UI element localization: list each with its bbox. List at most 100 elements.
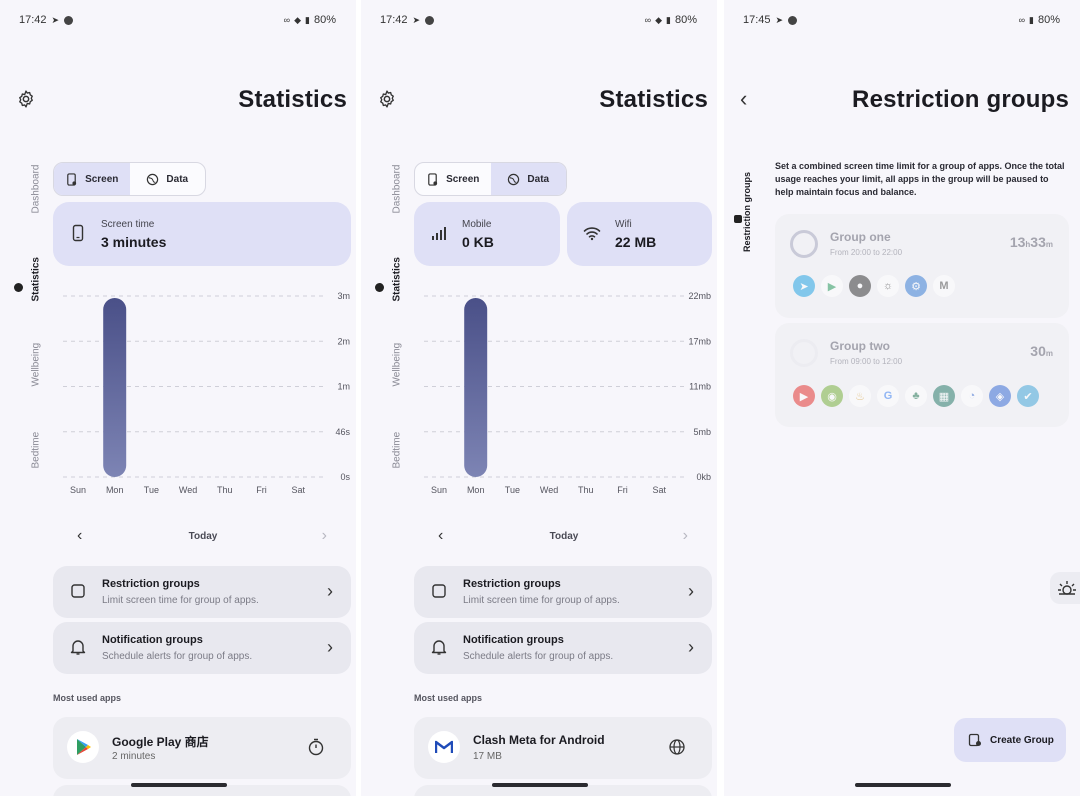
screen-tab-label: Screen (85, 173, 119, 185)
rail-item-statistics[interactable]: Statistics (391, 257, 403, 302)
most-used-app-item[interactable]: Google Play 商店 2 minutes (53, 717, 351, 779)
food-icon: ♨ (849, 385, 871, 407)
side-navigation-rail: Dashboard Statistics Wellbeing Bedtime (14, 164, 50, 480)
battery-icon: ▮ (666, 15, 671, 25)
map-icon: ▦ (933, 385, 955, 407)
phone-outline-icon (432, 584, 446, 598)
chevron-right-icon: › (688, 581, 694, 601)
view-toggle: Screen Data (414, 162, 567, 196)
y-tick-label: 0kb (696, 472, 711, 482)
checkmark-icon: ✔ (1017, 385, 1039, 407)
group-app-icons: ➤ ▶ ● ☼ ⚙ M (793, 275, 955, 297)
group-card[interactable]: Group two From 09:00 to 12:00 30m ▶ ◉ ♨ … (775, 323, 1069, 427)
phone-outline-icon (71, 584, 85, 598)
app-name: Google Play 商店 (112, 735, 209, 749)
x-tick-label: Mon (106, 485, 124, 495)
bell-icon (70, 640, 86, 655)
x-tick-label: Tue (144, 485, 159, 495)
timer-icon[interactable] (307, 738, 325, 756)
y-tick-label: 2m (337, 336, 350, 346)
previous-day-chevron-icon[interactable]: ‹ (438, 527, 444, 544)
y-tick-label: 1m (337, 382, 350, 392)
x-tick-label: Wed (179, 485, 197, 495)
menu-title: Restriction groups (463, 578, 561, 590)
notification-groups-button[interactable]: Notification groups Schedule alerts for … (414, 622, 712, 674)
group-name: Group one (830, 230, 891, 244)
link-icon: ∞ (1018, 15, 1026, 25)
previous-day-chevron-icon[interactable]: ‹ (77, 527, 83, 544)
phone-icon (72, 224, 84, 242)
restriction-groups-panel: 17:45 ➤ ∞ ▮ 80% ‹ Restriction groups Restri… (724, 0, 1080, 796)
x-tick-label: Fri (617, 485, 628, 495)
settings-gear-icon[interactable] (16, 89, 36, 109)
data-tab[interactable]: Data (490, 163, 566, 195)
app-name: Clash Meta for Android (473, 733, 605, 747)
google-play-icon: ▶ (821, 275, 843, 297)
screen-tab[interactable]: Screen (415, 163, 491, 195)
screen-tab[interactable]: Screen (54, 163, 130, 195)
sunrise-icon: ☼ (877, 275, 899, 297)
group-card[interactable]: Group one From 20:00 to 22:00 13h33m ➤ ▶… (775, 214, 1069, 318)
app-usage: 2 minutes (112, 751, 156, 762)
next-day-chevron-icon[interactable]: › (321, 527, 327, 544)
rail-item-dashboard[interactable]: Dashboard (391, 164, 403, 214)
home-indicator (131, 783, 227, 787)
wifi-value: 22 MB (615, 234, 657, 250)
create-group-button[interactable]: Create Group (954, 718, 1066, 762)
telegram-icon: ➤ (793, 275, 815, 297)
clock: 17:42 (19, 14, 47, 26)
most-used-app-item[interactable]: Clash Meta for Android 17 MB (414, 717, 712, 779)
list-item (414, 785, 712, 796)
rail-active-indicator (734, 215, 742, 223)
bar-mon[interactable] (103, 298, 127, 477)
date-label: Today (549, 531, 579, 542)
rail-item-bedtime[interactable]: Bedtime (30, 431, 42, 469)
rail-item-statistics[interactable]: Statistics (30, 257, 42, 302)
notification-icon (64, 15, 74, 25)
telegram-icon: ➤ (775, 15, 784, 25)
sunrise-icon[interactable] (1050, 572, 1080, 604)
menu-subtitle: Schedule alerts for group of apps. (463, 651, 614, 662)
back-arrow-icon[interactable]: ‹ (740, 86, 748, 111)
x-tick-label: Sun (431, 485, 447, 495)
cellular-signal-icon (432, 227, 446, 240)
data-tab[interactable]: Data (130, 163, 206, 195)
settings-icon: ⚙ (905, 275, 927, 297)
notification-groups-button[interactable]: Notification groups Schedule alerts for … (53, 622, 351, 674)
y-tick-label: 17mb (688, 336, 711, 346)
screen-tab-label: Screen (446, 173, 480, 185)
most-used-apps-heading: Most used apps (53, 693, 122, 703)
next-day-chevron-icon[interactable]: › (682, 527, 688, 544)
data-tab-label: Data (166, 173, 189, 185)
date-navigator: ‹ Today › (53, 527, 353, 547)
settings-gear-icon[interactable] (377, 89, 397, 109)
group-schedule: From 09:00 to 12:00 (830, 357, 903, 366)
usage-ring (790, 339, 818, 367)
phone-icon (428, 172, 438, 186)
gmail-icon (428, 731, 460, 763)
globe-icon (147, 173, 159, 185)
bar-mon[interactable] (464, 298, 488, 477)
x-tick-label: Mon (467, 485, 485, 495)
x-tick-label: Thu (217, 485, 233, 495)
rail-item-wellbeing[interactable]: Wellbeing (30, 342, 42, 387)
x-tick-label: Sun (70, 485, 86, 495)
rail-item-wellbeing[interactable]: Wellbeing (391, 342, 403, 387)
menu-title: Notification groups (463, 634, 564, 646)
mobile-label: Mobile (462, 219, 492, 230)
home-indicator (855, 783, 951, 787)
rail-item-bedtime[interactable]: Bedtime (391, 431, 403, 469)
globe-icon[interactable] (668, 738, 686, 756)
statistics-data-panel: 17:42 ➤ ∞ ◆ ▮ 80% Statistics Dashboard Stati… (361, 0, 717, 796)
restriction-groups-button[interactable]: Restriction groups Limit screen time for… (414, 566, 712, 618)
page-title: Statistics (238, 86, 347, 113)
add-phone-icon (968, 733, 981, 747)
gmail-icon: M (933, 275, 955, 297)
restriction-groups-button[interactable]: Restriction groups Limit screen time for… (53, 566, 351, 618)
rail-item-restriction-groups[interactable]: Restriction groups (742, 171, 752, 252)
rail-item-dashboard[interactable]: Dashboard (30, 164, 42, 214)
mobile-data-card: Mobile 0 KB (414, 202, 560, 266)
x-tick-label: Wed (540, 485, 558, 495)
link-icon: ∞ (283, 15, 291, 25)
clock: 17:42 (380, 14, 408, 26)
